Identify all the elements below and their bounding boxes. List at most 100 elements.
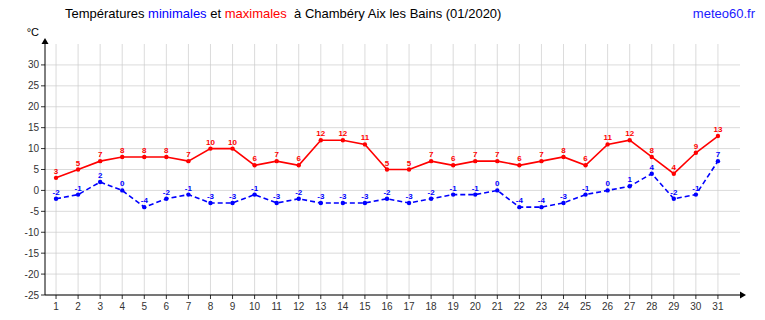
series-point bbox=[363, 201, 367, 205]
tick-label-x: 17 bbox=[403, 301, 415, 312]
data-label: 12 bbox=[625, 129, 634, 138]
data-label: -4 bbox=[141, 196, 149, 205]
data-label: 10 bbox=[206, 138, 215, 147]
series-point bbox=[54, 176, 58, 180]
tick-label-y: -15 bbox=[25, 248, 40, 259]
tick-x bbox=[519, 295, 520, 299]
grid-line-x bbox=[607, 44, 608, 295]
tick-y bbox=[41, 127, 45, 128]
axes: -25-20-15-10-505101520253012345678910111… bbox=[25, 38, 746, 312]
data-label: -3 bbox=[207, 192, 215, 201]
grid-line-x bbox=[475, 44, 476, 295]
series-point bbox=[252, 192, 256, 196]
data-label: 6 bbox=[297, 154, 302, 163]
tick-label-x: 7 bbox=[186, 301, 192, 312]
grid-line-x bbox=[519, 44, 520, 295]
series-point bbox=[319, 138, 323, 142]
series-point bbox=[627, 138, 631, 142]
title-part: à Chambéry Aix les Bains (01/2020) bbox=[287, 6, 502, 21]
tick-x bbox=[320, 295, 321, 299]
tick-y bbox=[41, 253, 45, 254]
tick-y bbox=[41, 211, 45, 212]
annotation: meteo60.fr bbox=[693, 6, 756, 21]
data-label: 6 bbox=[517, 154, 522, 163]
series-point bbox=[341, 201, 345, 205]
tick-y bbox=[41, 274, 45, 275]
grid-line-x bbox=[342, 44, 343, 295]
series-point bbox=[297, 163, 301, 167]
tick-x bbox=[673, 295, 674, 299]
series-point bbox=[583, 192, 587, 196]
tick-x bbox=[276, 295, 277, 299]
series-point bbox=[473, 159, 477, 163]
tick-label-y: -20 bbox=[25, 269, 40, 280]
tick-y bbox=[41, 190, 45, 191]
tick-y bbox=[41, 106, 45, 107]
series-point bbox=[319, 201, 323, 205]
data-label: 8 bbox=[650, 146, 655, 155]
series-point bbox=[694, 151, 698, 155]
grid-line-y bbox=[45, 106, 740, 107]
series-point bbox=[517, 205, 521, 209]
grid-line-x bbox=[122, 44, 123, 295]
data-label: -1 bbox=[75, 184, 83, 193]
data-label: 4 bbox=[650, 163, 655, 172]
tick-label-y: 0 bbox=[33, 185, 39, 196]
data-label: -3 bbox=[560, 192, 568, 201]
tick-label-x: 6 bbox=[164, 301, 170, 312]
series-point bbox=[429, 197, 433, 201]
tick-x bbox=[342, 295, 343, 299]
tick-label-x: 30 bbox=[690, 301, 702, 312]
data-label: 6 bbox=[252, 154, 257, 163]
axis-y bbox=[45, 44, 46, 295]
tick-x bbox=[254, 295, 255, 299]
data-label: -1 bbox=[582, 184, 590, 193]
tick-label-y: 20 bbox=[28, 101, 40, 112]
grid-line-x bbox=[100, 44, 101, 295]
data-label: -1 bbox=[251, 184, 259, 193]
tick-y bbox=[41, 232, 45, 233]
axis-arrow bbox=[740, 292, 746, 299]
data-label: -1 bbox=[472, 184, 480, 193]
series-point bbox=[561, 201, 565, 205]
tick-label-x: 16 bbox=[381, 301, 393, 312]
chart: -25-20-15-10-505101520253012345678910111… bbox=[0, 0, 765, 320]
series-point bbox=[142, 205, 146, 209]
title: Températures minimales et maximales à Ch… bbox=[65, 6, 501, 21]
title-part: minimales bbox=[148, 6, 207, 21]
tick-x bbox=[122, 295, 123, 299]
data-label: 8 bbox=[142, 146, 147, 155]
tick-label-y: 15 bbox=[28, 122, 40, 133]
data-label: -3 bbox=[229, 192, 237, 201]
tick-x bbox=[651, 295, 652, 299]
data-label: 10 bbox=[228, 138, 237, 147]
series-point bbox=[451, 163, 455, 167]
tick-x bbox=[298, 295, 299, 299]
series-point bbox=[98, 159, 102, 163]
grid-line-x bbox=[563, 44, 564, 295]
grid-line-x bbox=[453, 44, 454, 295]
tick-label-x: 14 bbox=[337, 301, 349, 312]
data-label: 7 bbox=[473, 150, 478, 159]
tick-x bbox=[497, 295, 498, 299]
tick-y bbox=[41, 64, 45, 65]
series-point bbox=[473, 192, 477, 196]
grid-line-x bbox=[210, 44, 211, 295]
data-label: 1 bbox=[627, 175, 632, 184]
data-label: 7 bbox=[539, 150, 544, 159]
tick-label-x: 2 bbox=[75, 301, 81, 312]
series-point bbox=[451, 192, 455, 196]
tick-label-x: 26 bbox=[602, 301, 614, 312]
tick-label-y: 5 bbox=[33, 164, 39, 175]
series-point bbox=[297, 197, 301, 201]
tick-label-x: 23 bbox=[536, 301, 548, 312]
grid-line-x bbox=[320, 44, 321, 295]
series-point bbox=[274, 201, 278, 205]
tick-label-x: 29 bbox=[668, 301, 680, 312]
tick-label-x: 21 bbox=[492, 301, 504, 312]
series-point bbox=[672, 171, 676, 175]
tick-label-x: 24 bbox=[558, 301, 570, 312]
tick-label-x: 5 bbox=[142, 301, 148, 312]
data-label: 2 bbox=[98, 171, 103, 180]
series-point bbox=[672, 197, 676, 201]
